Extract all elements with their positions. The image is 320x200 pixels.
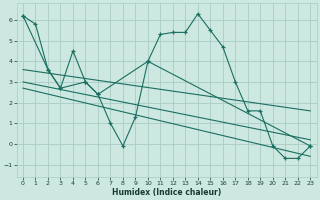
X-axis label: Humidex (Indice chaleur): Humidex (Indice chaleur): [112, 188, 221, 197]
